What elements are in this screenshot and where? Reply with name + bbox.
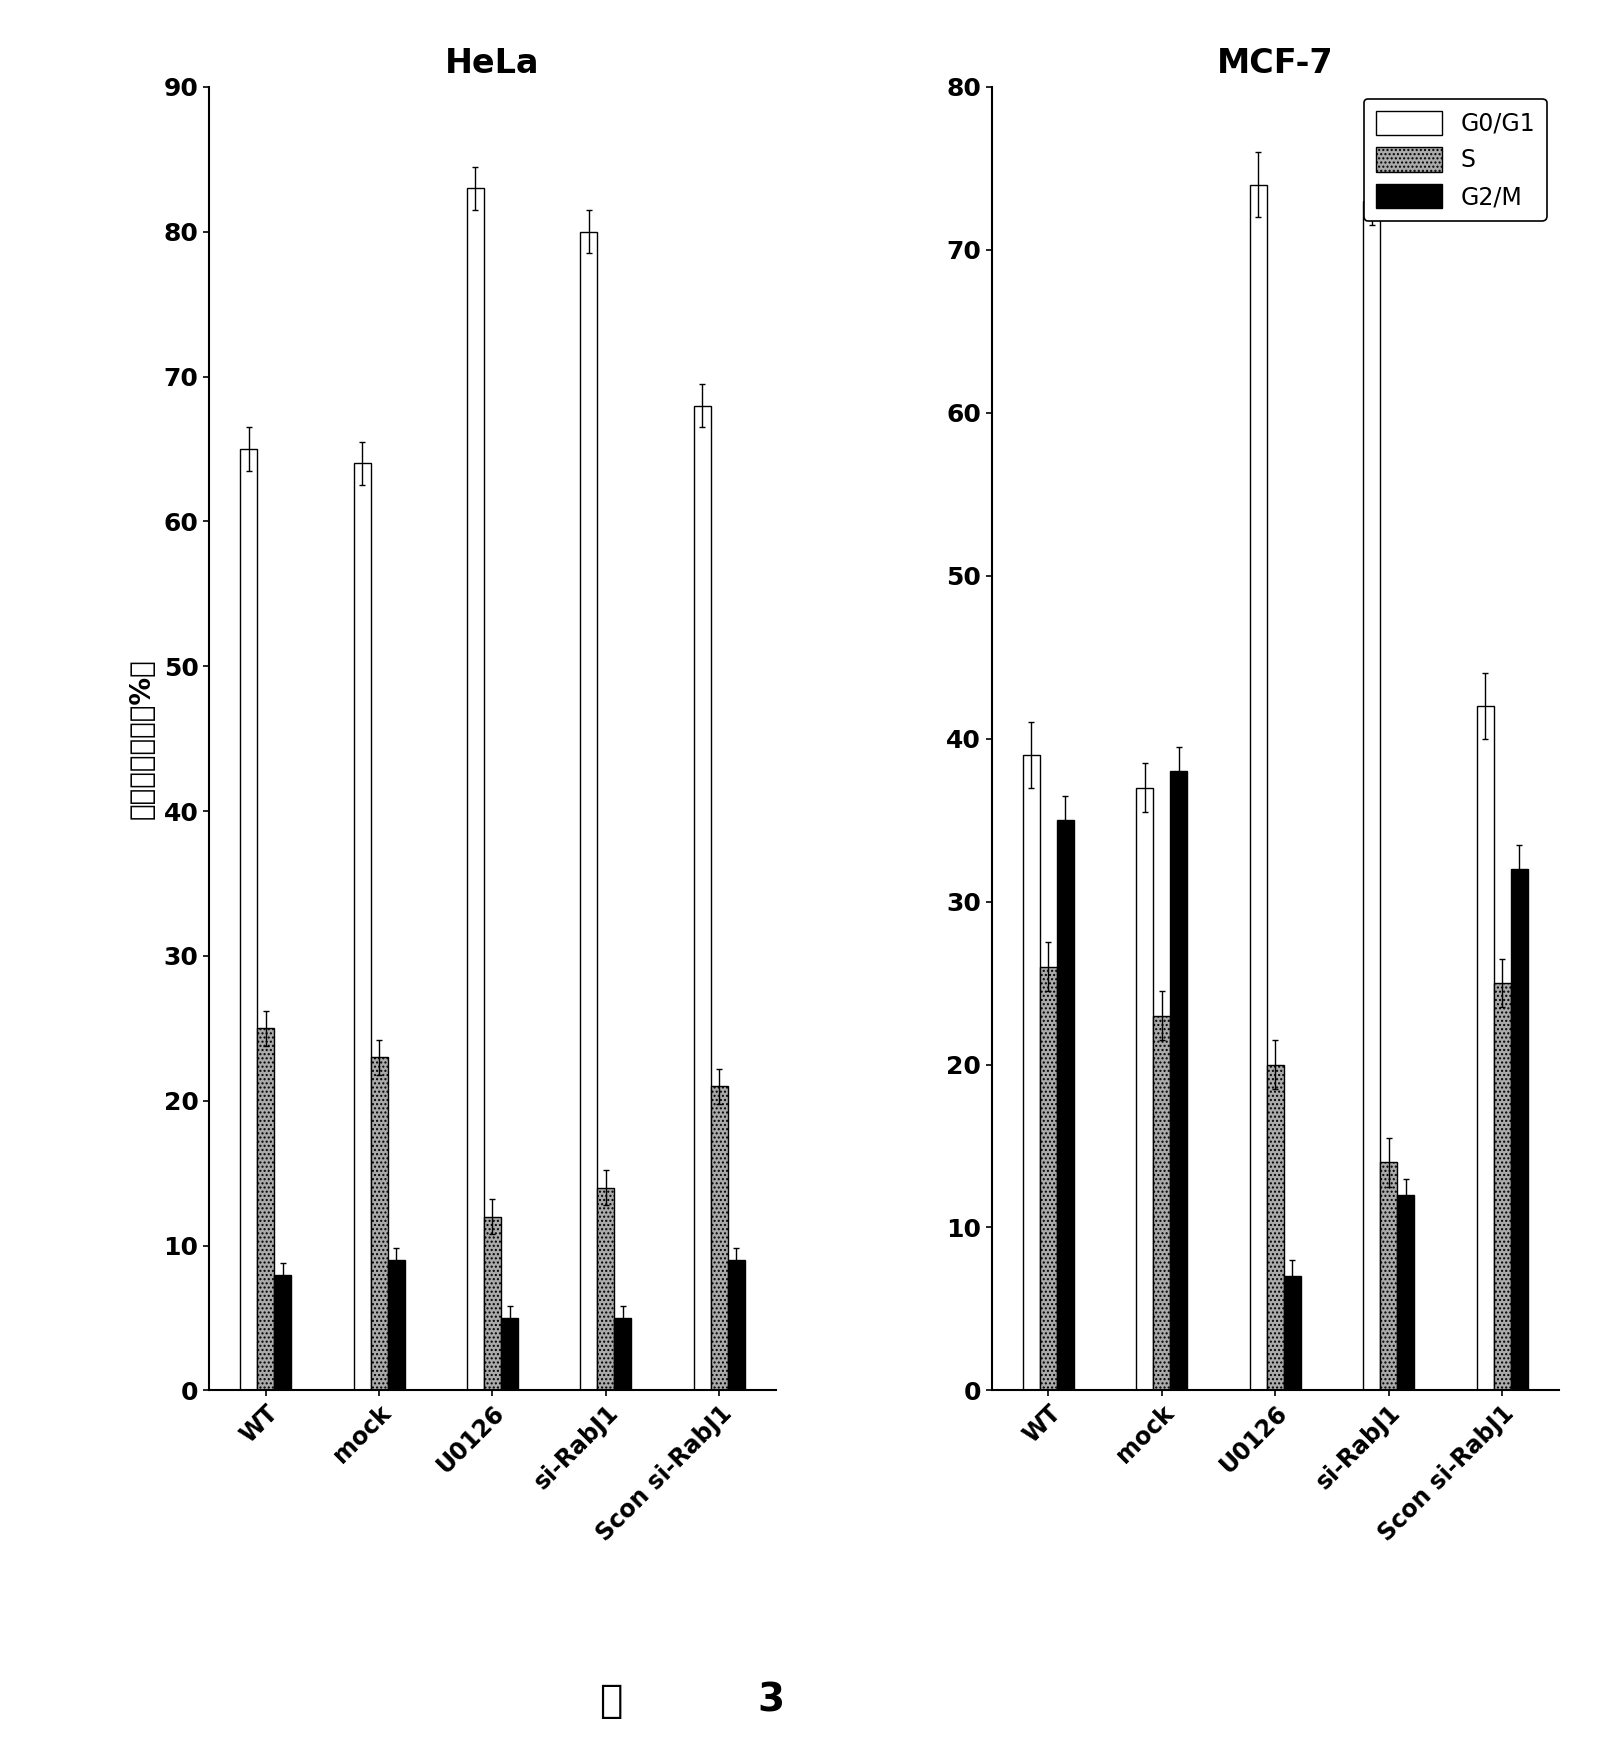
Bar xyxy=(1380,1163,1396,1390)
Text: 图: 图 xyxy=(599,1682,622,1721)
Bar xyxy=(1154,1015,1170,1390)
Bar xyxy=(1057,820,1073,1390)
Title: MCF-7: MCF-7 xyxy=(1216,47,1334,80)
Legend: G0/G1, S, G2/M: G0/G1, S, G2/M xyxy=(1364,99,1548,221)
Bar xyxy=(1136,787,1154,1390)
Bar xyxy=(1493,984,1511,1390)
Bar xyxy=(239,448,257,1390)
Bar xyxy=(598,1187,614,1390)
Bar xyxy=(614,1317,632,1390)
Bar xyxy=(468,188,484,1390)
Bar xyxy=(694,405,710,1390)
Bar xyxy=(371,1057,387,1390)
Bar xyxy=(1170,772,1188,1390)
Bar xyxy=(275,1274,291,1390)
Bar xyxy=(1250,184,1266,1390)
Bar xyxy=(387,1260,405,1390)
Text: 3: 3 xyxy=(759,1682,784,1721)
Bar xyxy=(1363,202,1380,1390)
Bar xyxy=(580,231,598,1390)
Bar xyxy=(1022,754,1040,1390)
Bar xyxy=(710,1086,728,1390)
Bar xyxy=(1396,1196,1414,1390)
Bar xyxy=(354,464,371,1390)
Bar xyxy=(484,1217,501,1390)
Bar xyxy=(728,1260,746,1390)
Bar xyxy=(1511,869,1528,1390)
Bar xyxy=(1284,1276,1300,1390)
Bar xyxy=(501,1317,517,1390)
Bar xyxy=(1477,706,1493,1390)
Bar xyxy=(257,1029,275,1390)
Y-axis label: 细胞数百分比（%）: 细胞数百分比（%） xyxy=(127,659,156,819)
Title: HeLa: HeLa xyxy=(445,47,540,80)
Bar xyxy=(1266,1064,1284,1390)
Bar xyxy=(1040,966,1057,1390)
